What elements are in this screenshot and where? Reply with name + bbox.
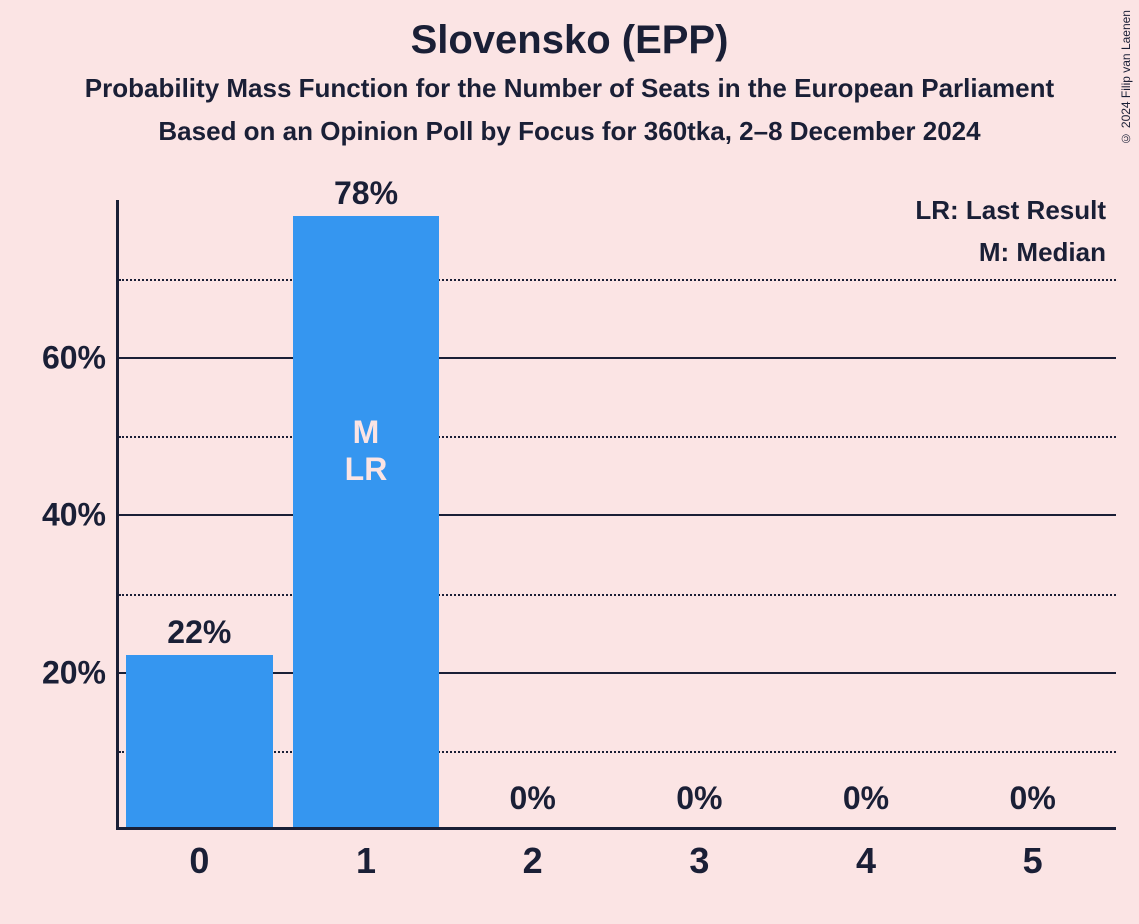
y-tick-label: 20% <box>42 654 106 691</box>
bar-value-label: 0% <box>510 780 556 817</box>
legend: LR: Last Result M: Median <box>915 190 1106 273</box>
chart-subtitle-1: Probability Mass Function for the Number… <box>0 73 1139 104</box>
bar-value-label: 78% <box>334 175 398 212</box>
chart-container: Slovensko (EPP) Probability Mass Functio… <box>0 0 1139 924</box>
bar <box>126 655 273 827</box>
chart-subtitle-2: Based on an Opinion Poll by Focus for 36… <box>0 116 1139 147</box>
copyright-text: © 2024 Filip van Laenen <box>1119 10 1133 145</box>
bar-value-label: 0% <box>1010 780 1056 817</box>
legend-lr: LR: Last Result <box>915 190 1106 232</box>
bar <box>293 216 440 827</box>
x-tick-label: 1 <box>356 840 376 882</box>
x-tick-label: 0 <box>189 840 209 882</box>
gridline-minor <box>119 279 1116 281</box>
legend-m: M: Median <box>915 232 1106 274</box>
bar-marker-label: MLR <box>345 414 388 488</box>
chart-title: Slovensko (EPP) <box>0 0 1139 63</box>
x-tick-label: 2 <box>523 840 543 882</box>
x-tick-label: 3 <box>689 840 709 882</box>
bar-value-label: 0% <box>843 780 889 817</box>
x-axis <box>116 827 1116 830</box>
plot-area: LR: Last Result M: Median 20%40%60%22%07… <box>116 200 1116 830</box>
x-tick-label: 4 <box>856 840 876 882</box>
x-tick-label: 5 <box>1023 840 1043 882</box>
gridline-minor <box>119 594 1116 596</box>
bar-value-label: 0% <box>676 780 722 817</box>
bar-value-label: 22% <box>167 614 231 651</box>
y-tick-label: 40% <box>42 497 106 534</box>
gridline-major <box>119 514 1116 516</box>
y-tick-label: 60% <box>42 339 106 376</box>
gridline-major <box>119 357 1116 359</box>
gridline-minor <box>119 436 1116 438</box>
